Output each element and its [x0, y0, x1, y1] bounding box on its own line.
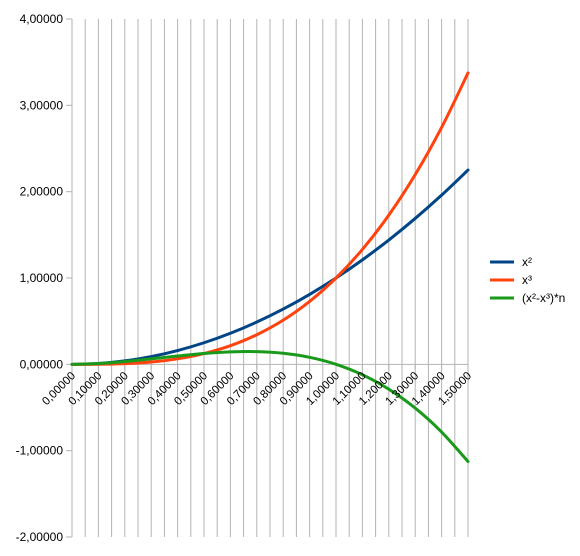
legend-label: x³	[522, 273, 532, 287]
axis-layer	[66, 18, 469, 538]
y-tick-label: 3,00000	[20, 98, 64, 112]
legend-label: (x²-x³)*n	[522, 291, 565, 305]
grid-layer	[71, 19, 469, 537]
y-tick-label: 1,00000	[20, 271, 64, 285]
series-layer	[70, 71, 470, 463]
y-tick-label: 4,00000	[20, 12, 64, 26]
y-tick-labels: 4,00000 3,00000 2,00000 1,00000 0,00000 -1,00…	[16, 12, 64, 544]
y-tick-label: -1,00000	[16, 444, 64, 458]
y-tick-label: -2,00000	[16, 530, 64, 544]
y-tick-label: 2,00000	[20, 185, 64, 199]
y-tick-label: 0,00000	[20, 357, 64, 371]
x-cubed-series-line	[70, 71, 470, 366]
legend: x² x³ (x²-x³)*n	[490, 255, 565, 305]
difference-series-line	[70, 350, 470, 463]
legend-label: x²	[522, 255, 532, 269]
